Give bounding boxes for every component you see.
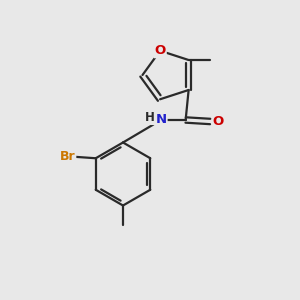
Text: O: O xyxy=(154,44,166,57)
Text: Br: Br xyxy=(60,150,75,163)
Text: N: N xyxy=(155,113,167,127)
Text: O: O xyxy=(213,115,224,128)
Text: H: H xyxy=(145,111,154,124)
